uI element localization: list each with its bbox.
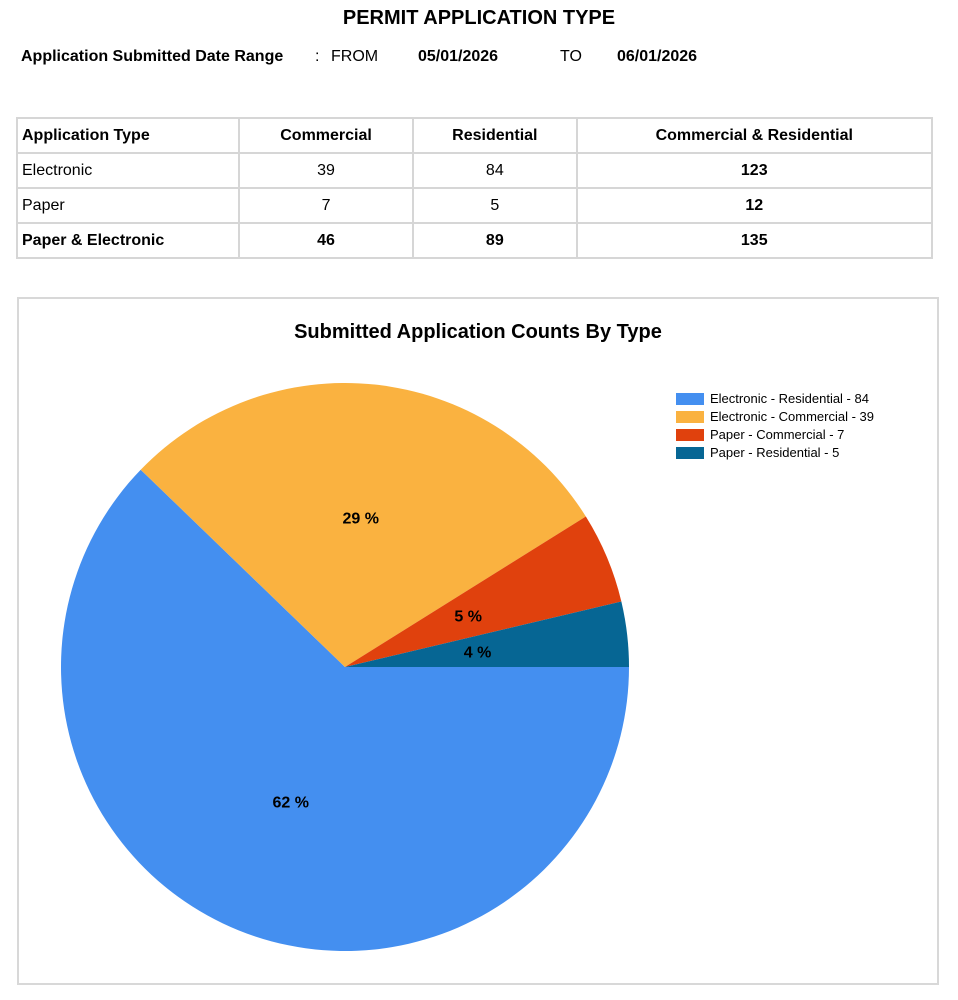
header-commercial: Commercial	[237, 117, 415, 154]
to-label: TO	[560, 48, 582, 65]
legend-swatch	[676, 429, 704, 441]
from-label: FROM	[331, 48, 379, 65]
slice-label: 29 %	[342, 510, 378, 527]
cell-residential: 84	[412, 152, 578, 189]
legend-label: Paper - Commercial - 7	[710, 427, 845, 442]
date-range-label: Application Submitted Date Range	[21, 48, 284, 65]
chart-panel: Submitted Application Counts By Type 62 …	[17, 297, 939, 985]
table-row: Paper 7 5 12	[16, 187, 934, 224]
cell-commercial: 7	[237, 187, 415, 224]
date-range-colon: :	[315, 48, 320, 65]
legend-label: Paper - Residential - 5	[710, 445, 840, 460]
legend-label: Electronic - Commercial - 39	[710, 409, 874, 424]
pie-slice	[345, 601, 629, 667]
pie-slice	[140, 383, 586, 667]
cell-residential: 5	[412, 187, 578, 224]
pie-slice	[345, 516, 622, 667]
report-title: PERMIT APPLICATION TYPE	[342, 7, 616, 29]
legend-swatch	[676, 411, 704, 423]
slice-label: 4 %	[464, 645, 492, 662]
row-label: Paper	[16, 187, 240, 224]
table-row-total: Paper & Electronic 46 89 135	[16, 222, 934, 259]
pie-chart: 62 % 29 % 5 % 4 %	[60, 383, 629, 952]
legend-swatch	[676, 447, 704, 459]
cell-commercial: 39	[237, 152, 415, 189]
chart-title: Submitted Application Counts By Type	[294, 321, 662, 343]
cell-commercial: 46	[237, 222, 415, 259]
header-application-type: Application Type	[16, 117, 240, 154]
cell-total: 135	[575, 222, 934, 259]
pie-slice	[60, 469, 629, 952]
legend-swatch	[676, 393, 704, 405]
header-residential: Residential	[412, 117, 578, 154]
slice-label: 62 %	[273, 794, 309, 811]
legend-label: Electronic - Residential - 84	[710, 391, 869, 406]
cell-residential: 89	[412, 222, 578, 259]
cell-total: 123	[575, 152, 934, 189]
cell-total: 12	[575, 187, 934, 224]
row-label: Electronic	[16, 152, 240, 189]
slice-label: 5 %	[454, 609, 482, 626]
header-commercial-residential: Commercial & Residential	[575, 117, 934, 154]
row-label: Paper & Electronic	[16, 222, 240, 259]
from-date: 05/01/2026	[418, 48, 499, 65]
table-header-row: Application Type Commercial Residential …	[16, 117, 934, 154]
summary-table: Application Type Commercial Residential …	[16, 117, 934, 259]
to-date: 06/01/2026	[617, 48, 698, 65]
table-row: Electronic 39 84 123	[16, 152, 934, 189]
